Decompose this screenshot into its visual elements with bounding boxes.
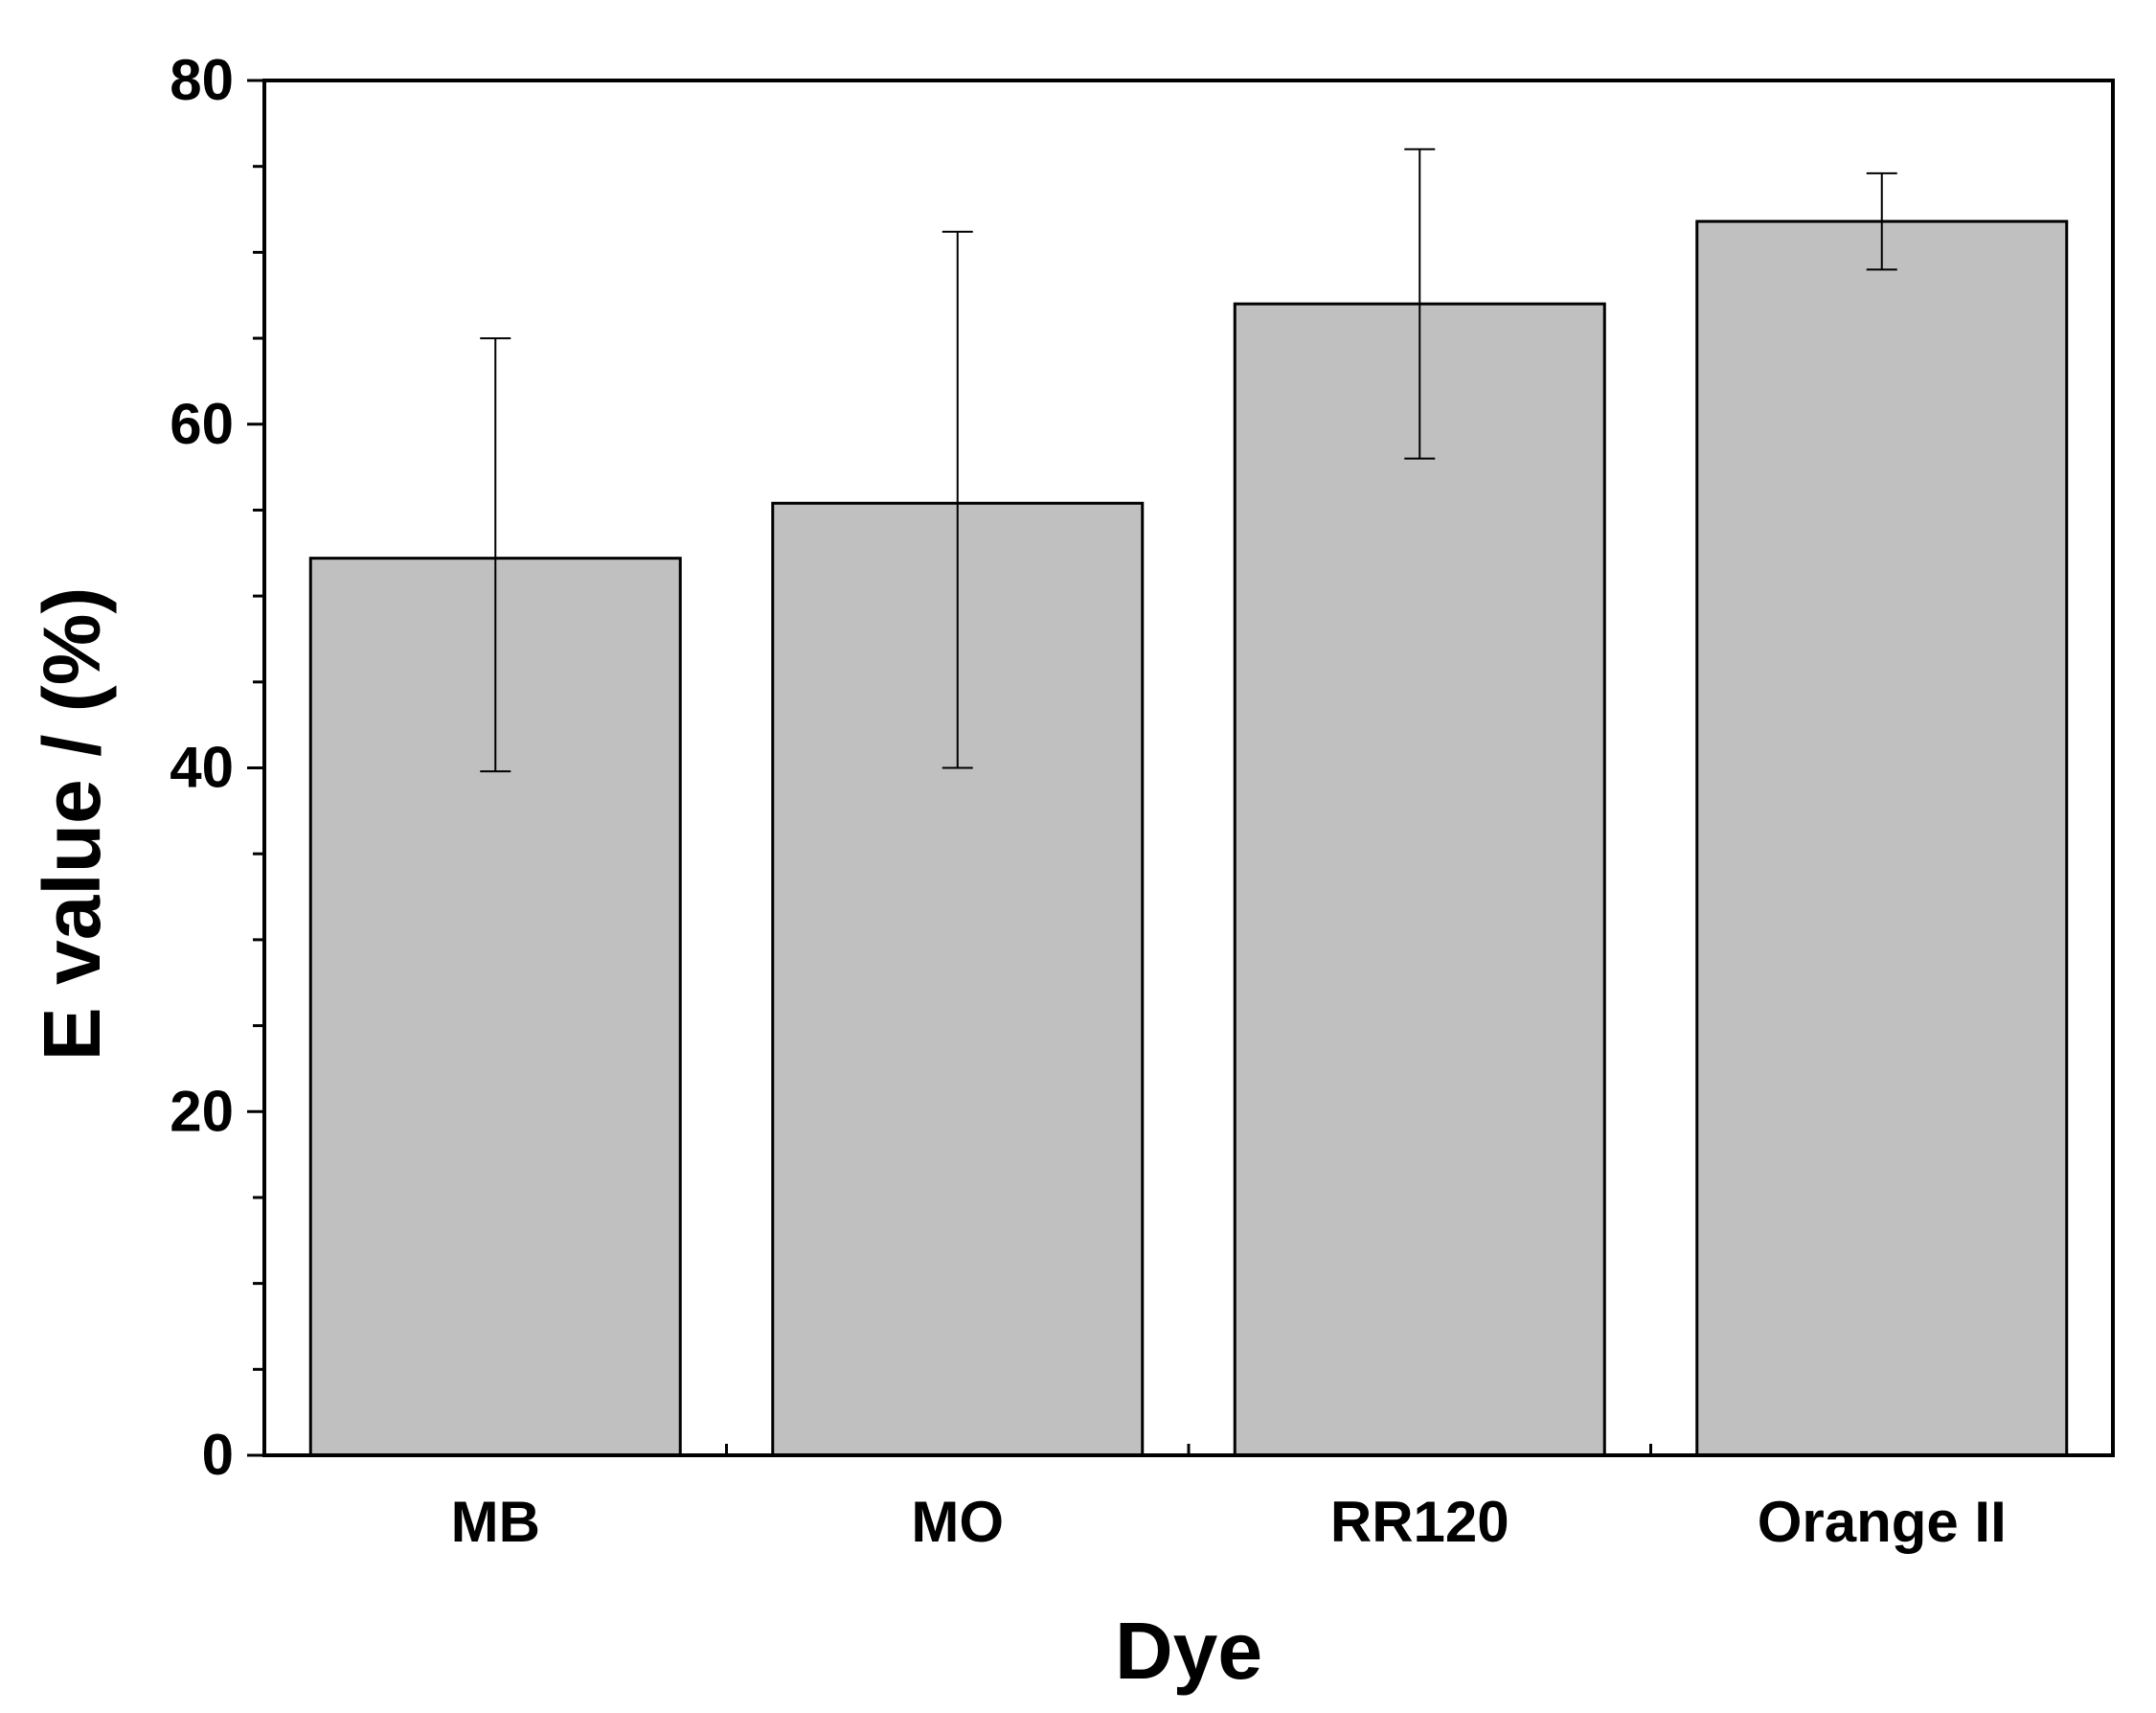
x-tick-label-0: MB xyxy=(451,1490,540,1554)
error-bars-layer xyxy=(480,148,1897,773)
x-tick-label-2: RR120 xyxy=(1330,1490,1509,1554)
ticks-layer xyxy=(247,79,1652,1457)
bar-3 xyxy=(1695,219,2069,1457)
y-tick-label-0: 0 xyxy=(202,1423,234,1487)
y-axis-title: E value / (%) xyxy=(27,587,117,1062)
x-axis-title: Dye xyxy=(1115,1606,1262,1696)
bar-2 xyxy=(1233,302,1606,1457)
x-tick-label-3: Orange II xyxy=(1758,1490,2007,1554)
bars-layer xyxy=(308,219,2069,1457)
y-tick-label-60: 60 xyxy=(170,392,234,456)
x-tick-label-1: MO xyxy=(911,1490,1004,1554)
y-tick-label-80: 80 xyxy=(170,48,234,112)
y-tick-label-40: 40 xyxy=(170,736,234,800)
y-tick-label-20: 20 xyxy=(170,1079,234,1143)
tick-labels-layer: MB MO RR120 Orange II 0 20 40 60 80 xyxy=(170,48,2007,1554)
